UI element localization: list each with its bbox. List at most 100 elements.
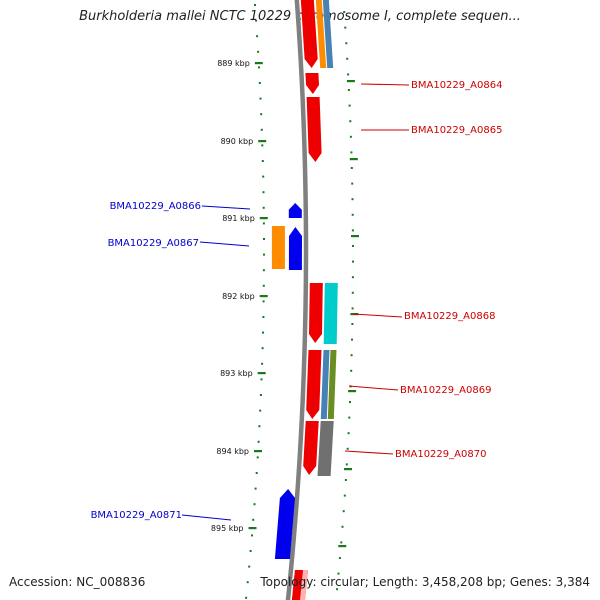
ruler-dot-inner — [262, 300, 265, 303]
ruler-dot-inner — [262, 206, 265, 209]
ruler-dot-inner — [248, 565, 251, 568]
ruler-dot-inner — [259, 97, 262, 100]
features-group — [271, 0, 338, 600]
ruler-dot-outer — [345, 42, 348, 45]
ruler-dot-inner — [256, 456, 259, 459]
gene-leader-line — [348, 385, 399, 391]
tick-mark-inner — [254, 62, 263, 65]
ruler-dot-outer — [346, 447, 349, 450]
gene-label[interactable]: BMA10229_A0869 — [400, 385, 491, 396]
ruler-dot-inner — [259, 409, 262, 412]
ruler-dot-inner — [263, 238, 265, 240]
gene-feature-a0868[interactable] — [309, 283, 323, 343]
ruler-dot-outer — [338, 557, 341, 559]
ruler-dot-inner — [251, 534, 253, 537]
ruler-dot-inner — [258, 82, 261, 84]
gene-feature-a0866[interactable] — [288, 203, 302, 218]
ruler-dot-inner — [255, 19, 258, 22]
tick-label: 889 kbp — [217, 59, 250, 68]
ruler-dot-outer — [340, 541, 343, 544]
ruler-dot-outer — [351, 229, 354, 232]
ruler-dot-outer — [351, 338, 353, 341]
ruler-dot-outer — [350, 167, 353, 169]
ruler-dot-outer — [346, 57, 349, 60]
tick-mark-inner — [258, 140, 267, 143]
gene-label[interactable]: BMA10229_A0864 — [411, 80, 502, 91]
ruler-dot-outer — [337, 572, 340, 575]
ruler-dot-outer — [349, 135, 352, 138]
gene-feature-a0867[interactable] — [288, 227, 302, 270]
tick-mark-inner — [257, 372, 266, 375]
tick-mark-outer — [346, 80, 355, 83]
gene-feature-a0864[interactable] — [305, 73, 319, 94]
ruler-dot-inner — [256, 35, 259, 38]
ruler-dot-outer — [347, 432, 350, 435]
gene-label[interactable]: BMA10229_A0871 — [91, 510, 182, 521]
ruler-dot-inner — [262, 222, 265, 225]
ruler-dot-outer — [351, 198, 354, 201]
ruler-dot-inner — [257, 440, 260, 443]
ruler-dot-outer — [350, 151, 353, 154]
ruler-dot-outer — [350, 369, 353, 372]
ruler-dot-inner — [246, 581, 249, 584]
backbone-line — [285, 0, 309, 600]
tick-mark-inner — [254, 450, 262, 453]
gene-label[interactable]: BMA10229_A0867 — [108, 238, 199, 249]
ruler-dot-inner — [254, 487, 257, 490]
ruler-dot-inner — [261, 362, 264, 365]
accession-text: Accession: NC_008836 — [9, 575, 146, 589]
ruler-dot-outer — [348, 104, 351, 107]
ruler-dot-inner — [262, 269, 265, 272]
ruler-dot-inner — [257, 50, 260, 53]
ruler-dot-inner — [260, 378, 263, 381]
gene-feature-orange-1[interactable] — [315, 0, 327, 68]
ruler-dot-inner — [262, 284, 265, 287]
ruler-dot-outer — [349, 120, 352, 123]
ruler-dot-inner — [262, 175, 265, 178]
ruler-dot-outer — [345, 463, 348, 466]
gene-feature-blue-2[interactable] — [320, 350, 330, 419]
ruler-dot-inner — [261, 160, 264, 162]
ruler-dot-inner — [262, 191, 265, 194]
tick-mark-inner — [259, 217, 268, 220]
tick-mark-outer — [348, 390, 357, 393]
gene-label[interactable]: BMA10229_A0866 — [110, 201, 201, 212]
ruler-dot-outer — [352, 260, 354, 263]
gene-feature-gray-1[interactable] — [317, 421, 334, 476]
ruler-dot-inner — [253, 503, 256, 506]
gene-feature-a0865[interactable] — [306, 97, 322, 162]
gene-leader-line — [181, 514, 232, 521]
labels-group: BMA10229_A0864 BMA10229_A0865 BMA10229_A08… — [91, 80, 503, 521]
gene-label[interactable]: BMA10229_A0865 — [411, 125, 502, 136]
gene-feature-a0869-left[interactable] — [306, 350, 322, 419]
gene-label[interactable]: BMA10229_A0870 — [395, 449, 486, 460]
outer-ruler-dots — [336, 11, 354, 591]
tick-mark-inner — [259, 295, 268, 298]
gene-feature-a0871[interactable] — [274, 489, 295, 559]
ruler-dot-inner — [255, 472, 258, 474]
ruler-dot-inner — [249, 550, 252, 552]
ruler-dot-outer — [344, 26, 347, 29]
gene-feature-orange-2[interactable] — [271, 226, 285, 269]
ruler-dot-inner — [260, 128, 263, 131]
gene-feature-cyan-1[interactable] — [323, 283, 338, 344]
tick-label: 890 kbp — [221, 137, 254, 146]
ruler-dot-outer — [347, 73, 350, 76]
gene-feature-a0870[interactable] — [303, 421, 319, 475]
gene-feature-olive-1[interactable] — [327, 350, 337, 419]
tick-mark-outer — [349, 158, 358, 161]
gene-feature-next-red-2[interactable] — [291, 570, 303, 600]
gene-feature-a0863[interactable] — [300, 0, 318, 68]
gene-leader-line — [201, 205, 251, 210]
ruler-dot-inner — [262, 316, 265, 318]
ruler-dot-outer — [351, 291, 354, 294]
gene-feature-blue-1[interactable] — [322, 0, 334, 68]
tick-mark-outer — [351, 235, 359, 238]
tick-mark-outer — [338, 545, 347, 548]
tick-label: 893 kbp — [220, 369, 253, 378]
tick-mark-inner — [248, 527, 257, 530]
ruler-dot-inner — [258, 66, 260, 69]
ruler-dot-outer — [351, 182, 354, 185]
gene-label[interactable]: BMA10229_A0868 — [404, 311, 495, 322]
